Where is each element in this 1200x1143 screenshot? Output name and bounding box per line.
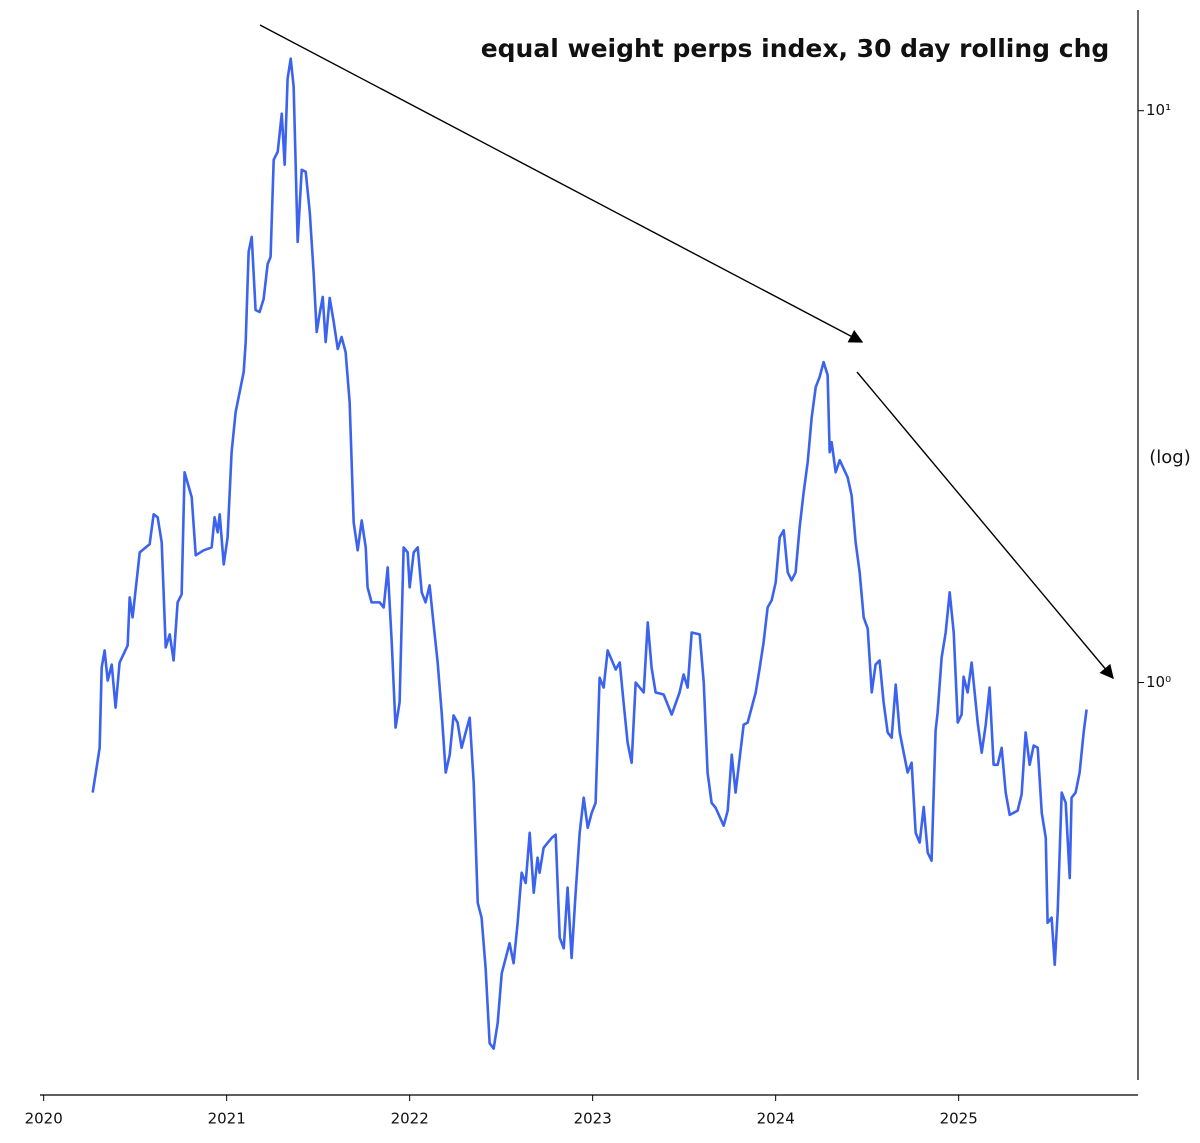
y-tick-label: 10⁰ [1146, 673, 1171, 691]
trend-arrow [259, 24, 864, 343]
x-tick-label: 2024 [757, 1110, 795, 1128]
x-tick-label: 2023 [574, 1110, 612, 1128]
x-tick-label: 2022 [391, 1110, 429, 1128]
data-line [91, 57, 1088, 1050]
y-scale-note: (log) [1149, 447, 1190, 468]
trend-arrow [856, 371, 1114, 680]
y-tick-label: 10¹ [1146, 101, 1171, 119]
x-tick-label: 2021 [208, 1110, 246, 1128]
x-tick-label: 2025 [940, 1110, 978, 1128]
chart-title: equal weight perps index, 30 day rolling… [481, 34, 1110, 63]
x-tick-label: 2020 [25, 1110, 63, 1128]
